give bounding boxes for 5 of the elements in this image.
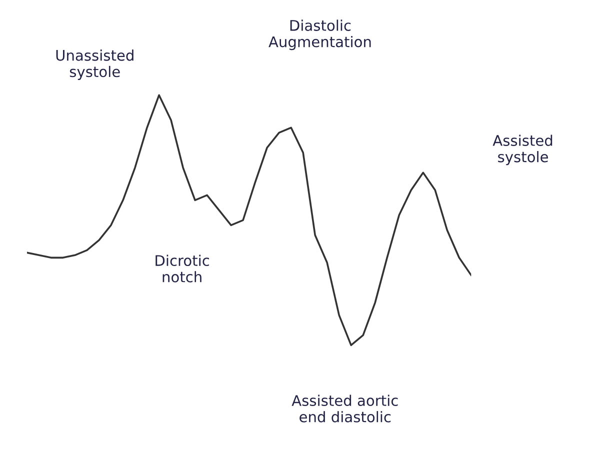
text: Diastolic Augmentation <box>268 20 371 50</box>
text: Assisted aortic end diastolic <box>292 394 398 422</box>
text: Unassisted systole <box>56 50 134 80</box>
text: Assisted systole <box>492 134 552 166</box>
annotation: Dicrotic notch <box>156 254 209 282</box>
